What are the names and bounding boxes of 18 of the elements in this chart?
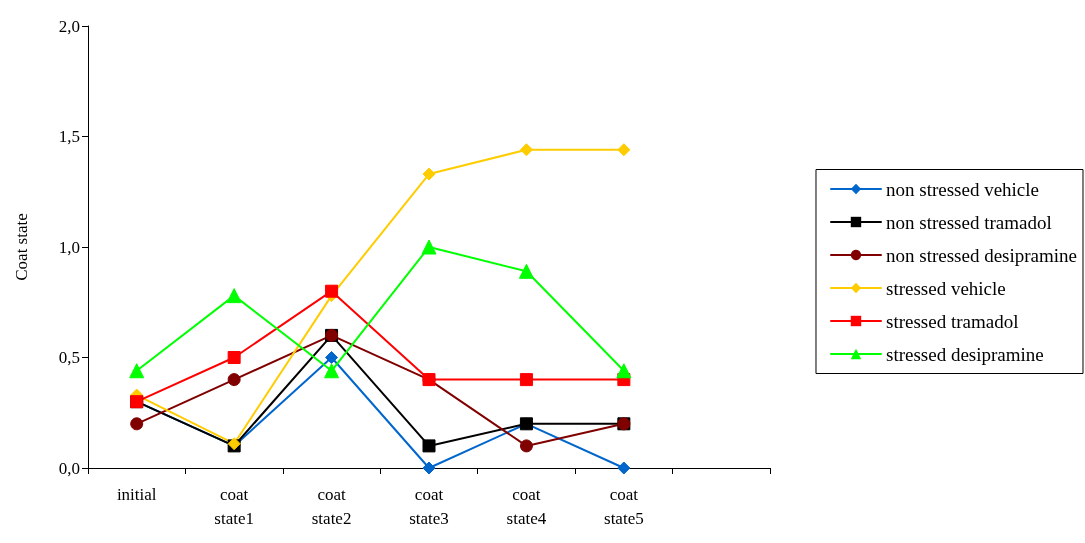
- x-tick-label: coat state3: [409, 484, 449, 528]
- y-tick-label: 1,5: [58, 127, 80, 146]
- x-tick-label: coat state4: [506, 484, 547, 528]
- x-tick-label: initial: [116, 484, 157, 504]
- x-tick-label: coat state1: [214, 484, 254, 528]
- y-tick-label: 2,0: [58, 16, 80, 36]
- legend-label: stressed tramadol: [885, 310, 1019, 332]
- legend-label: stressed desipramine: [885, 343, 1044, 365]
- legend-label: non stressed vehicle: [885, 178, 1039, 200]
- x-tick-label: coat state2: [311, 484, 352, 528]
- legend-label: stressed vehicle: [885, 277, 1006, 299]
- y-tick-label: 0,5: [58, 348, 80, 367]
- y-tick-label: 1,0: [58, 237, 80, 257]
- x-tick-label: coat state5: [604, 484, 644, 528]
- y-axis-title: Coat state: [12, 213, 31, 281]
- y-tick-label: 0,0: [58, 458, 80, 478]
- legend-label: non stressed tramadol: [885, 211, 1052, 233]
- legend-label: non stressed desipramine: [885, 244, 1077, 266]
